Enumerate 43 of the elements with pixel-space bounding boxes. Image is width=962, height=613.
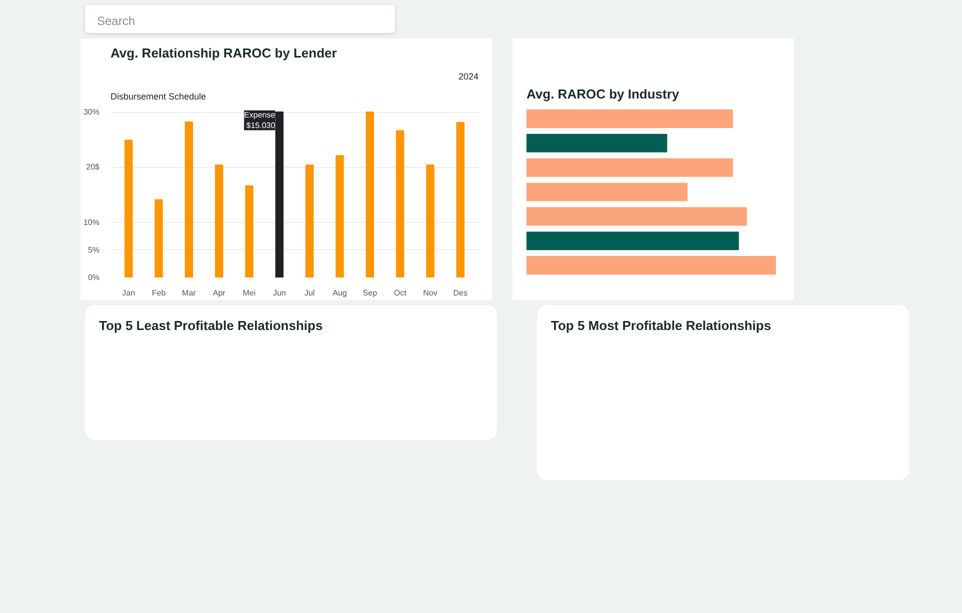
x-tick-label: Oct (394, 288, 408, 298)
bar (526, 182, 688, 202)
bar (456, 122, 465, 278)
x-tick-label: Jun (272, 288, 286, 298)
bar (526, 207, 747, 226)
y-tick-label: 0% (88, 273, 100, 282)
bar (305, 164, 314, 278)
x-tick-label: Jan (122, 288, 136, 298)
bar (426, 164, 434, 278)
bar (526, 109, 733, 128)
x-tick-label: Sep (362, 288, 378, 298)
bar (154, 199, 163, 278)
x-tick-label: Apr (212, 288, 226, 298)
chart-title: Avg. Relationship RAROC by Lender (110, 46, 337, 60)
bar (526, 134, 668, 152)
bar (526, 256, 776, 275)
x-tick-label: Nov (423, 288, 438, 298)
y-tick-label: 30% (83, 108, 100, 117)
x-tick-label: Mei (242, 288, 256, 298)
bar (124, 140, 133, 278)
bar (184, 121, 194, 278)
chart-title: Avg. RAROC by Industry (526, 86, 680, 102)
bar (336, 155, 344, 278)
bar (214, 164, 224, 278)
bar (396, 130, 404, 278)
x-tick-label: Jul (304, 288, 315, 298)
x-tick-label: Mar (182, 288, 196, 298)
x-tick-label: Aug (332, 288, 347, 298)
annotation: Expense $15.030 (244, 110, 276, 130)
text: Top 5 Most Profitable Relationships (551, 318, 772, 333)
y-tick-label: 5% (88, 245, 100, 254)
y-tick-label: 10% (83, 218, 100, 227)
bar (526, 232, 739, 250)
chart-subtitle: Disbursement Schedule (110, 92, 206, 102)
text: Top 5 Least Profitable Relationships (99, 318, 323, 333)
bar (526, 158, 733, 177)
bar (245, 185, 254, 278)
x-tick-label: Feb (152, 288, 166, 298)
x-tick-label: Des (453, 288, 468, 298)
text: Search (97, 13, 136, 30)
bar (366, 112, 374, 278)
y-tick-label: 20$ (86, 162, 100, 172)
text: 2024 (458, 72, 479, 82)
